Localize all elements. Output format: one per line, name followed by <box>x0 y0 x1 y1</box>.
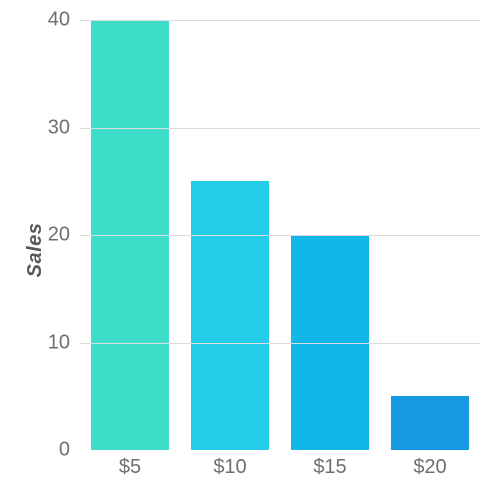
y-tick-label: 10 <box>48 331 80 354</box>
x-tick-label: $15 <box>313 456 346 479</box>
sales-bar-chart: Sales 010203040 $5$10$15$20 <box>0 0 500 500</box>
x-tick-label: $5 <box>119 456 141 479</box>
gridline <box>80 128 480 129</box>
gridline <box>80 20 480 21</box>
gridline <box>80 235 480 236</box>
x-axis-labels: $5 $10 $15 $20 <box>80 452 480 482</box>
x-tick-label: $20 <box>413 456 446 479</box>
y-tick-label: 40 <box>48 9 80 32</box>
y-axis-title: Sales <box>24 223 47 278</box>
y-tick-label: 0 <box>59 439 80 462</box>
x-tick-label: $10 <box>213 456 246 479</box>
bar <box>391 396 469 450</box>
y-tick-label: 20 <box>48 224 80 247</box>
y-tick-label: 30 <box>48 116 80 139</box>
gridline <box>80 343 480 344</box>
plot-area: 010203040 <box>80 20 480 450</box>
bar <box>191 181 269 450</box>
